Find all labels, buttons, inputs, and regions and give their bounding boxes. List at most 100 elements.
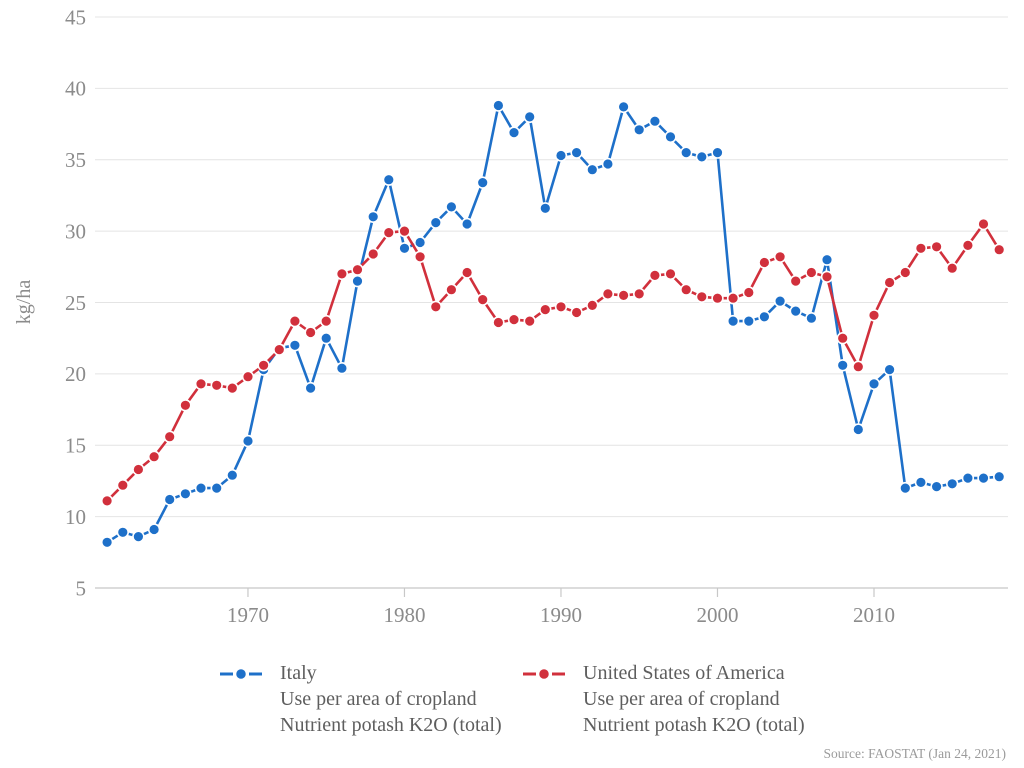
y-tick-label: 35 [65, 148, 86, 172]
data-point-italy [147, 523, 161, 536]
data-point-italy [914, 476, 928, 489]
data-point-usa [335, 267, 349, 281]
data-point-usa [992, 243, 1006, 256]
data-point-italy [758, 310, 771, 323]
data-point-usa [257, 359, 270, 372]
y-tick-label: 20 [65, 362, 86, 386]
data-point-usa [742, 286, 755, 299]
data-point-italy [836, 359, 849, 372]
data-point-italy [194, 481, 208, 495]
data-point-italy [977, 471, 990, 485]
y-tick-label: 25 [65, 291, 86, 315]
data-point-usa [852, 360, 865, 373]
data-point-italy [586, 163, 599, 176]
data-point-usa [695, 290, 708, 303]
data-point-usa [273, 343, 286, 356]
data-point-italy [930, 480, 943, 493]
data-point-italy [789, 304, 802, 318]
data-point-italy [726, 314, 740, 328]
data-point-usa [679, 283, 693, 296]
data-point-usa [554, 300, 568, 313]
data-point-italy [288, 339, 302, 352]
y-tick-label: 30 [65, 219, 86, 243]
data-point-italy [507, 126, 521, 139]
legend-series-subtitle1: Use per area of cropland [583, 688, 780, 710]
data-point-usa [867, 309, 881, 322]
data-point-italy [460, 217, 474, 231]
data-point-italy [382, 173, 395, 186]
data-point-usa [163, 430, 176, 443]
data-point-usa [945, 262, 959, 275]
data-point-italy [179, 487, 192, 500]
data-point-italy [867, 377, 881, 391]
data-point-italy [992, 470, 1006, 483]
data-point-usa [116, 479, 130, 492]
data-point-italy [492, 99, 505, 112]
data-point-usa [836, 332, 849, 345]
data-point-usa [241, 370, 255, 383]
data-point-usa [664, 267, 677, 281]
data-point-italy [945, 477, 959, 490]
data-point-italy [367, 210, 380, 224]
data-point-usa [194, 377, 208, 391]
data-point-usa [648, 269, 662, 282]
legend-text-italy: Italy Use per area of cropland Nutrient … [280, 660, 502, 738]
data-point-italy [711, 146, 724, 159]
data-point-usa [132, 463, 145, 476]
data-point-usa [382, 226, 395, 239]
x-tick-label: 1970 [227, 603, 269, 627]
data-point-italy [413, 236, 427, 249]
data-point-italy [241, 434, 255, 448]
data-point-italy [961, 471, 975, 485]
data-point-italy [398, 242, 411, 255]
data-point-usa [398, 224, 411, 238]
data-point-italy [445, 200, 458, 214]
data-point-italy [601, 157, 615, 171]
y-tick-label: 40 [65, 77, 86, 101]
y-tick-label: 45 [65, 5, 86, 29]
data-point-usa [930, 240, 943, 254]
data-point-usa [210, 379, 223, 392]
data-point-usa [226, 381, 239, 395]
data-point-usa [460, 266, 474, 279]
data-point-italy [210, 481, 223, 495]
legend-item-italy: Italy Use per area of cropland Nutrient … [218, 660, 502, 738]
x-tick-label: 1990 [540, 603, 582, 627]
legend-series-subtitle2: Nutrient potash K2O (total) [583, 714, 805, 736]
x-tick-label: 2000 [696, 603, 738, 627]
data-point-italy [100, 536, 114, 549]
data-point-usa [758, 256, 771, 269]
data-point-usa [351, 263, 364, 276]
data-point-usa [977, 217, 990, 231]
legend-item-usa: United States of America Use per area of… [521, 660, 805, 738]
series-line-usa [105, 222, 1001, 503]
data-point-italy [523, 110, 536, 124]
data-point-usa [367, 247, 380, 261]
data-point-usa [820, 270, 834, 283]
data-point-usa [507, 313, 521, 326]
data-point-italy [132, 530, 145, 543]
data-point-usa [632, 287, 646, 301]
data-point-usa [711, 292, 724, 305]
data-point-usa [726, 292, 740, 305]
data-point-usa [899, 266, 912, 279]
data-point-usa [789, 274, 802, 288]
data-point-italy [899, 481, 912, 495]
data-point-italy [335, 362, 349, 375]
data-point-italy [820, 253, 834, 266]
data-point-italy [163, 493, 176, 506]
data-point-italy [883, 363, 896, 376]
data-point-usa [617, 289, 630, 302]
data-point-usa [429, 300, 442, 313]
data-point-usa [961, 239, 975, 252]
data-point-usa [586, 299, 599, 312]
data-point-usa [539, 303, 552, 316]
data-point-usa [304, 326, 317, 339]
legend-series-subtitle1: Use per area of cropland [280, 688, 477, 710]
data-point-usa [445, 283, 458, 296]
data-point-italy [679, 146, 693, 159]
y-axis-label: kg/ha [13, 280, 35, 325]
data-point-italy [742, 314, 755, 328]
legend-text-usa: United States of America Use per area of… [583, 660, 805, 738]
